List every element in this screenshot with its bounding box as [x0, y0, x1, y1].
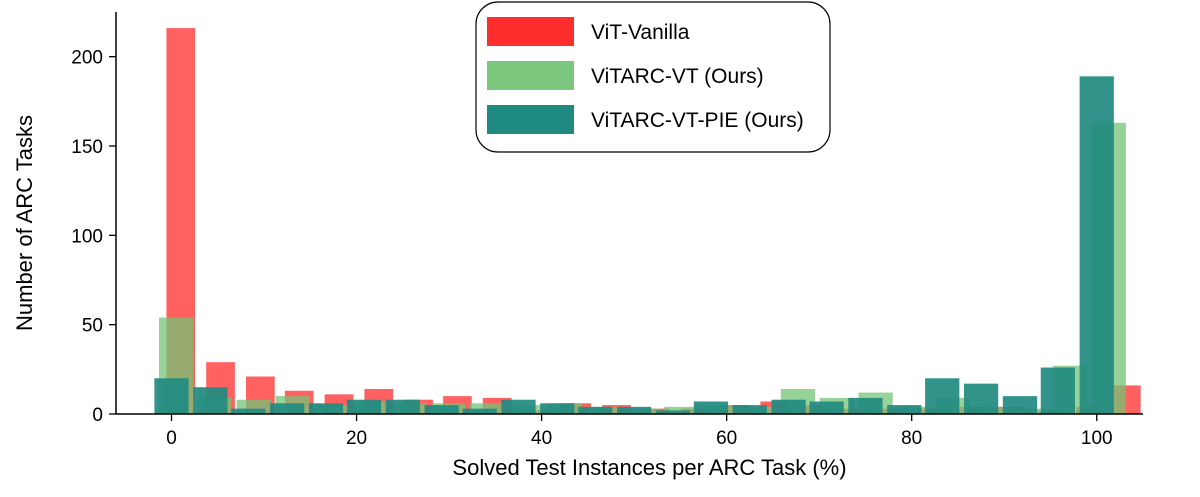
- bar-series-3-9: [462, 408, 497, 414]
- bar-series-3-20: [887, 405, 922, 414]
- y-tick-label-50: 50: [82, 316, 103, 337]
- legend-swatch-3: [487, 105, 574, 134]
- bar-series-3-13: [617, 406, 652, 414]
- y-ticks: 0 50 100 150 200: [71, 48, 116, 426]
- y-tick-label-200: 200: [71, 48, 103, 69]
- x-ticks: 0 20 40 60 80 100: [166, 414, 1113, 449]
- bar-series-3-16: [732, 405, 767, 414]
- bar-series-3-24: [1040, 367, 1075, 414]
- bar-series-3-18: [809, 401, 844, 414]
- legend-label-2: ViTARC-VT (Ours): [591, 65, 764, 88]
- x-tick-label-80: 80: [901, 428, 922, 449]
- legend-label-1: ViT-Vanilla: [591, 21, 690, 44]
- y-tick-label-100: 100: [71, 226, 103, 247]
- x-tick-label-40: 40: [531, 428, 552, 449]
- x-axis-label: Solved Test Instances per ARC Task (%): [452, 455, 846, 480]
- x-tick-label-100: 100: [1081, 428, 1113, 449]
- legend-items: ViT-Vanilla ViTARC-VT (Ours) ViTARC-VT-PIE…: [487, 17, 804, 134]
- bar-series-3-6: [346, 399, 382, 414]
- bar-series-3-1: [154, 378, 189, 414]
- bar-series-3-21: [925, 378, 960, 414]
- y-tick-label-0: 0: [92, 405, 103, 426]
- bar-series-3-10: [501, 399, 536, 414]
- bar-series-3-15: [693, 401, 729, 414]
- bar-series-3-22: [963, 383, 999, 414]
- x-tick-label-0: 0: [166, 428, 177, 449]
- bar-series-3-4: [270, 403, 305, 414]
- bar-series-3-11: [540, 403, 575, 414]
- bar-series-3-3: [231, 408, 266, 414]
- bar-series-3-17: [771, 399, 806, 414]
- bar-series-3-12: [578, 406, 613, 414]
- x-tick-label-20: 20: [346, 428, 367, 449]
- legend-swatch-1: [487, 17, 574, 46]
- legend-label-3: ViTARC-VT-PIE (Ours): [591, 109, 804, 132]
- bars-layer: [154, 28, 1141, 415]
- axes-layer: 0 20 40 60 80 100 0 50 100 150 200 Solved Test In…: [12, 12, 1143, 480]
- x-tick-label-60: 60: [716, 428, 737, 449]
- bar-series-3-5: [308, 403, 344, 414]
- series-2: [159, 122, 1126, 415]
- series-3: [154, 76, 1114, 414]
- bar-series-3-14: [655, 410, 691, 414]
- bar-series-3-19: [848, 397, 883, 414]
- bar-series-2-14: [664, 406, 699, 414]
- bar-series-3-25: [1079, 76, 1114, 414]
- bar-series-3-7: [385, 399, 420, 414]
- y-axis-label: Number of ARC Tasks: [12, 115, 37, 331]
- y-tick-label-150: 150: [71, 137, 103, 158]
- legend: ViT-Vanilla ViTARC-VT (Ours) ViTARC-VT-PIE…: [475, 1, 831, 153]
- bar-series-3-8: [424, 405, 459, 414]
- bar-series-3-23: [1002, 396, 1038, 414]
- bar-series-3-2: [193, 387, 228, 414]
- legend-swatch-2: [487, 61, 574, 90]
